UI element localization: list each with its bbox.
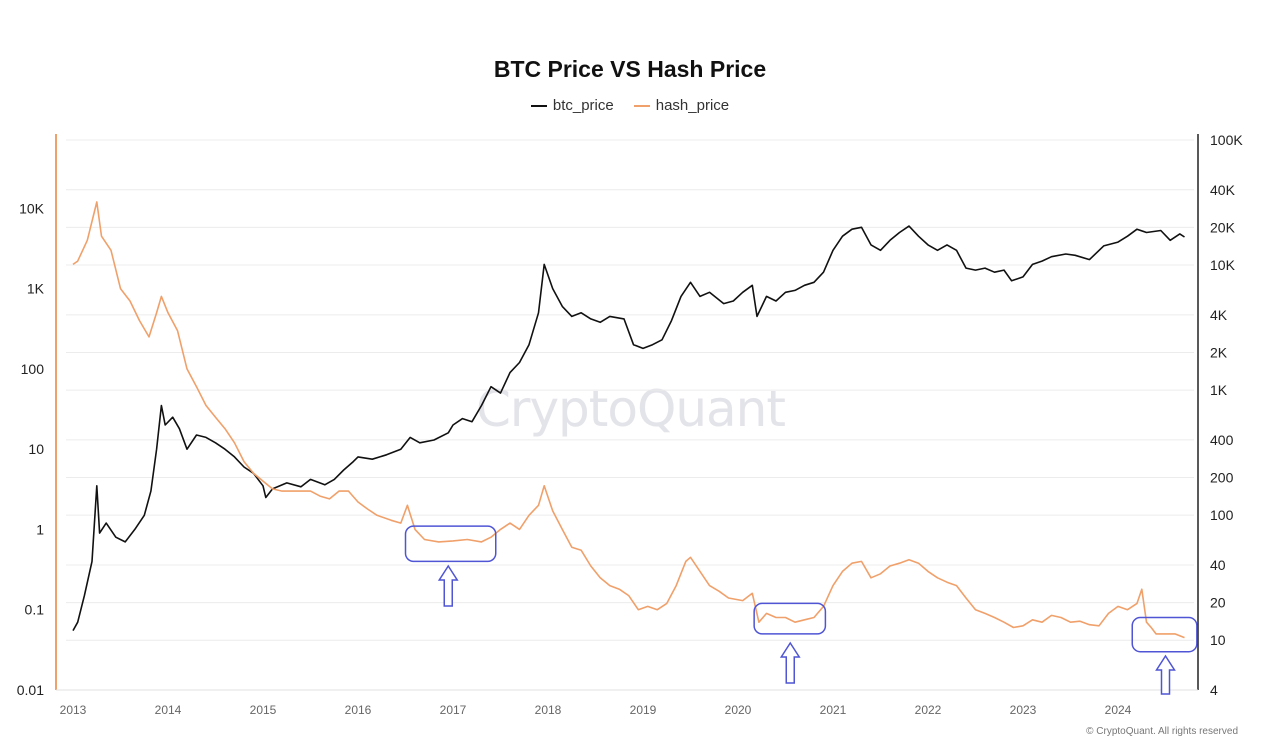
x-tick-label: 2019 — [630, 703, 657, 717]
left-tick-label: 10 — [28, 441, 44, 457]
series-line-hash-price — [72, 201, 1185, 639]
x-tick-label: 2014 — [155, 703, 182, 717]
legend-swatch-btc — [530, 104, 547, 107]
copyright: © CryptoQuant. All rights reserved — [1086, 726, 1238, 737]
axes: 0.01 0.1 1 10 100 1K 10K 4 10 20 40 100 200 400 1K 2K 4K… — [17, 132, 1244, 717]
left-tick-label: 10K — [19, 200, 45, 216]
right-tick-label: 20K — [1210, 219, 1236, 235]
x-tick-label: 2017 — [440, 703, 467, 717]
x-tick-label: 2020 — [725, 703, 752, 717]
right-tick-label: 40K — [1210, 182, 1236, 198]
annotation-arrow-up — [437, 564, 459, 607]
right-tick-label: 1K — [1210, 382, 1228, 398]
right-tick-label: 100K — [1210, 132, 1243, 148]
left-tick-label: 100 — [21, 361, 45, 377]
x-tick-label: 2015 — [250, 703, 277, 717]
highlight-box — [1131, 616, 1198, 653]
x-tick-label: 2018 — [535, 703, 562, 717]
right-tick-label: 4 — [1210, 682, 1218, 698]
right-tick-label: 400 — [1210, 432, 1234, 448]
x-tick-label: 2021 — [820, 703, 847, 717]
left-tick-label: 0.01 — [17, 682, 44, 698]
right-tick-label: 4K — [1210, 307, 1228, 323]
right-tick-label: 200 — [1210, 470, 1234, 486]
x-tick-label: 2023 — [1010, 703, 1037, 717]
x-tick-label: 2024 — [1105, 703, 1132, 717]
right-tick-label: 20 — [1210, 595, 1226, 611]
x-tick-label: 2013 — [60, 703, 87, 717]
annotation-arrow-up — [779, 641, 801, 684]
legend-label-btc: btc_price — [552, 97, 614, 114]
right-tick-label: 10 — [1210, 632, 1226, 648]
highlight-box — [404, 525, 497, 563]
x-tick-label: 2016 — [345, 703, 372, 717]
right-tick-label: 40 — [1210, 557, 1226, 573]
grid — [66, 139, 1194, 691]
right-tick-label: 100 — [1210, 507, 1234, 523]
chart-title: BTC Price VS Hash Price — [493, 56, 767, 82]
legend-item-btc-price[interactable]: btc_price — [530, 97, 614, 114]
series-line-btc-price — [72, 225, 1185, 631]
series-group — [72, 201, 1185, 639]
annotation-arrow-up — [1155, 654, 1176, 695]
legend-swatch-hash — [633, 104, 650, 107]
legend-label-hash: hash_price — [655, 97, 730, 114]
left-tick-label: 0.1 — [25, 602, 45, 618]
legend: btc_price hash_price — [0, 97, 1260, 114]
legend-item-hash-price[interactable]: hash_price — [633, 97, 730, 114]
right-tick-label: 2K — [1210, 344, 1228, 360]
x-tick-label: 2022 — [915, 703, 942, 717]
highlight-box — [753, 602, 827, 635]
left-tick-label: 1 — [36, 521, 44, 537]
annotations — [404, 525, 1198, 695]
right-tick-label: 10K — [1210, 257, 1236, 273]
left-tick-label: 1K — [27, 281, 45, 297]
